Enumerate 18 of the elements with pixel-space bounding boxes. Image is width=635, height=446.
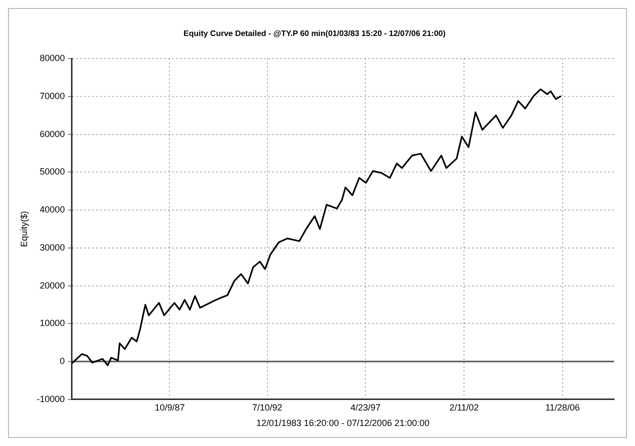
x-tick-label: 11/28/06 [545,402,580,412]
y-tick-label: 70000 [40,90,65,101]
y-tick-label: 30000 [40,242,65,252]
x-tick-label: 10/9/87 [154,402,185,412]
y-tick-label: 60000 [40,128,65,139]
y-tick-label: 10000 [40,318,65,328]
y-tick-label: 50000 [40,166,65,177]
y-axis-title: Equity($) [18,210,29,248]
y-tick-label: -10000 [36,394,65,404]
y-tick-label: 80000 [40,53,65,64]
y-tick-label: 40000 [40,204,65,215]
x-tick-label: 2/11/02 [449,402,479,412]
y-tick-label: 0 [60,356,65,366]
y-tick-label: 20000 [40,280,65,290]
chart-title: Equity Curve Detailed - @TY.P 60 min(01/03/83 15:20 - 12/07/06 21:00) [184,29,446,38]
x-tick-label: 4/23/97 [350,402,381,412]
x-axis-title: 12/01/1983 16:20:00 - 07/12/2006 21:00:00 [256,418,430,428]
x-tick-label: 7/10/92 [252,402,282,412]
